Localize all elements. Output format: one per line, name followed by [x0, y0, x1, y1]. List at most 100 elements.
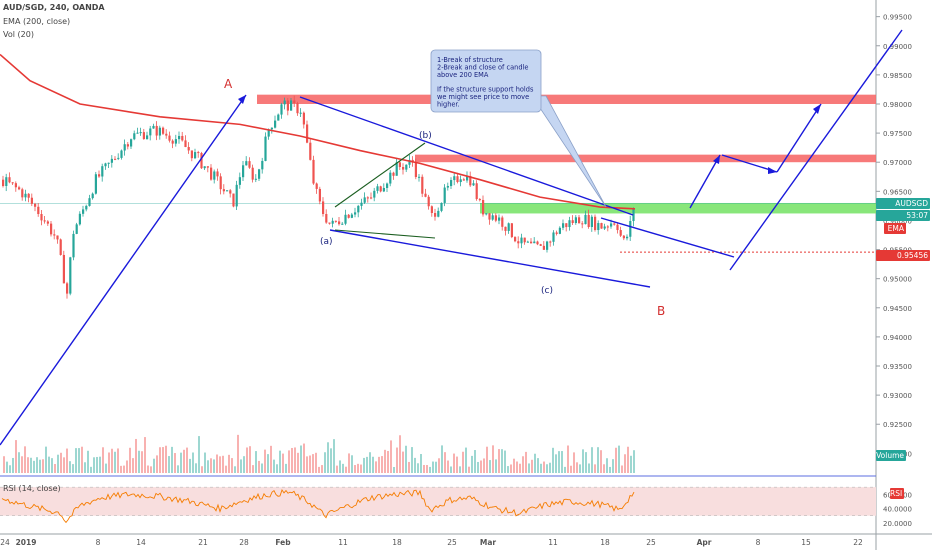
price-tick-label: 0.96000 — [883, 217, 912, 225]
ema-legend[interactable]: EMA (200, close) — [3, 17, 71, 26]
candle-body — [27, 193, 30, 198]
volume-bar — [351, 455, 353, 473]
candle-body — [568, 220, 571, 228]
volume-bar — [75, 448, 77, 473]
callout-text-line: above 200 EMA — [437, 71, 489, 79]
volume-bar — [624, 454, 626, 473]
price-tick-label: 0.96500 — [883, 188, 912, 196]
volume-bar — [171, 446, 173, 473]
volume-bar — [282, 453, 284, 473]
volume-bar — [3, 456, 5, 473]
price-tick-label: 0.95000 — [883, 276, 912, 284]
volume-bar — [114, 451, 116, 473]
candle-body — [562, 223, 565, 228]
volume-bar — [366, 456, 368, 473]
candle-body — [402, 166, 405, 170]
volume-bar — [453, 453, 455, 473]
volume-bar — [147, 465, 149, 473]
volume-bar — [279, 450, 281, 473]
rsi-tick-label: 40.0000 — [883, 506, 912, 514]
volume-bar — [27, 457, 29, 473]
volume-bar — [480, 460, 482, 473]
volume-bar — [192, 452, 194, 473]
candle-body — [53, 234, 56, 236]
support-zone — [480, 202, 876, 214]
candle-body — [475, 183, 478, 200]
volume-bar — [186, 447, 188, 473]
volume-bar — [606, 458, 608, 473]
volume-bar — [249, 446, 251, 473]
candle-body — [443, 187, 446, 203]
volume-bar — [333, 439, 335, 473]
rsi-legend[interactable]: RSI (14, close) — [3, 484, 61, 493]
volume-bar — [519, 463, 521, 473]
candle-body — [469, 175, 472, 186]
candle-body — [219, 176, 222, 190]
volume-bar — [144, 437, 146, 473]
candle-body — [264, 136, 267, 161]
time-tick-label: 18 — [392, 538, 402, 547]
candle-body — [248, 161, 251, 168]
time-tick-label: 15 — [801, 538, 811, 547]
volume-bar — [216, 454, 218, 473]
candle-body — [373, 190, 376, 198]
symbol-title[interactable]: AUD/SGD, 240, OANDA — [3, 3, 105, 12]
candle-body — [357, 205, 360, 213]
volume-bar — [597, 447, 599, 473]
candle-body — [104, 163, 107, 167]
volume-bar — [309, 455, 311, 473]
candle-body — [533, 241, 536, 244]
candle-body — [232, 193, 235, 207]
candle-body — [187, 147, 190, 151]
volume-bar — [633, 450, 635, 473]
volume-bar — [72, 464, 74, 473]
volume-bar — [45, 446, 47, 473]
volume-bar — [54, 464, 56, 473]
candle-body — [117, 157, 120, 159]
volume-bar — [315, 452, 317, 473]
candle-body — [120, 150, 123, 158]
candle-body — [8, 177, 11, 183]
ema-200-line — [0, 53, 636, 210]
volume-bar — [273, 459, 275, 473]
candle-body — [238, 177, 241, 185]
volume-bar — [255, 451, 257, 473]
candle-body — [325, 214, 328, 223]
volume-bar — [426, 465, 428, 473]
volume-bar — [414, 457, 416, 473]
candle-body — [178, 135, 181, 140]
trend-line — [776, 103, 822, 173]
volume-bar — [327, 442, 329, 473]
volume-legend[interactable]: Vol (20) — [3, 30, 34, 39]
candle-body — [136, 132, 139, 134]
minor-resistance-zone — [415, 154, 876, 163]
volume-bar — [573, 452, 575, 473]
candle-body — [440, 202, 443, 211]
candle-body — [331, 220, 334, 224]
candle-body — [139, 132, 142, 134]
volume-bar — [621, 465, 623, 473]
volume-bar — [531, 459, 533, 473]
wave-label-c: (c) — [541, 286, 553, 296]
callout-box — [430, 49, 542, 113]
candle-body — [517, 241, 520, 244]
volume-bar — [609, 466, 611, 473]
candle-body — [350, 214, 353, 218]
volume-bar — [477, 461, 479, 473]
volume-bar — [111, 448, 113, 473]
candle-body — [174, 139, 177, 144]
volume-bar — [69, 461, 71, 473]
volume-bar — [537, 458, 539, 473]
candle-body — [437, 210, 440, 217]
price-tick-label: 0.99500 — [883, 14, 912, 22]
candle-body — [594, 216, 597, 231]
volume-bar — [162, 447, 164, 473]
volume-bar — [363, 457, 365, 473]
candle-body — [165, 133, 168, 136]
candle-body — [395, 162, 398, 176]
volume-bar — [522, 456, 524, 473]
candle-body — [213, 171, 216, 180]
candle-body — [210, 167, 213, 180]
volume-bar — [441, 445, 443, 473]
